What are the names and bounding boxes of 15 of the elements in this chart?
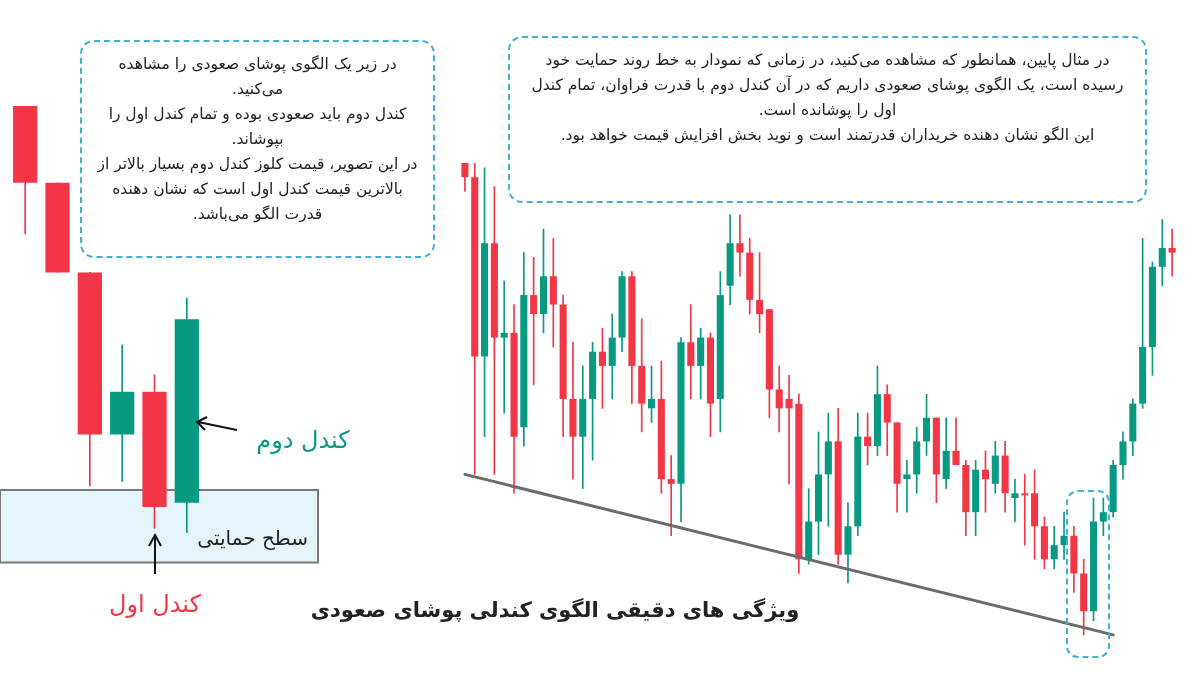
annotation: در زیر یک الگوی پوشای صعودی را مشاهده می‌کنید. کندل دوم باید صعودی بوده و تمام کندل اول را بپوشاند. در این تصویر، قیمت کلوز کندل دوم بسیار بالاتر از بالاترین قیمت کندل اول است که نشان دهنده قدرت الگو می‌باشد. xyxy=(80,40,435,258)
text: کندل دوم xyxy=(255,425,351,456)
candlestick xyxy=(500,280,508,414)
candlestick xyxy=(1011,478,1019,522)
band-label: سطح حمایتی xyxy=(197,526,308,551)
candlestick xyxy=(1021,474,1029,546)
text: ویژگی های دقیقی الگوی کندلی پوشای صعودی xyxy=(309,598,801,622)
candlestick xyxy=(1168,228,1176,277)
candlestick xyxy=(667,455,675,537)
text: در مثال پایین، همانطور که مشاهده می‌کنید، در زمانی که نمودار به خط روند حمایت خود رسیده است، یک الگوی پوشای صعودی داریم که در آن کندل دوم با قدرت فراوان، تمام کندل اول را پوشانده است. این الگو نشان دهنده خریداران قدرتمند است و نوید بخش افزایش قیمت خواهد بود. xyxy=(508,36,1147,203)
candlestick xyxy=(687,304,695,400)
candlestick xyxy=(903,459,911,513)
candlestick xyxy=(736,214,744,277)
candlestick xyxy=(785,375,793,485)
text: کندل اول xyxy=(108,589,202,620)
